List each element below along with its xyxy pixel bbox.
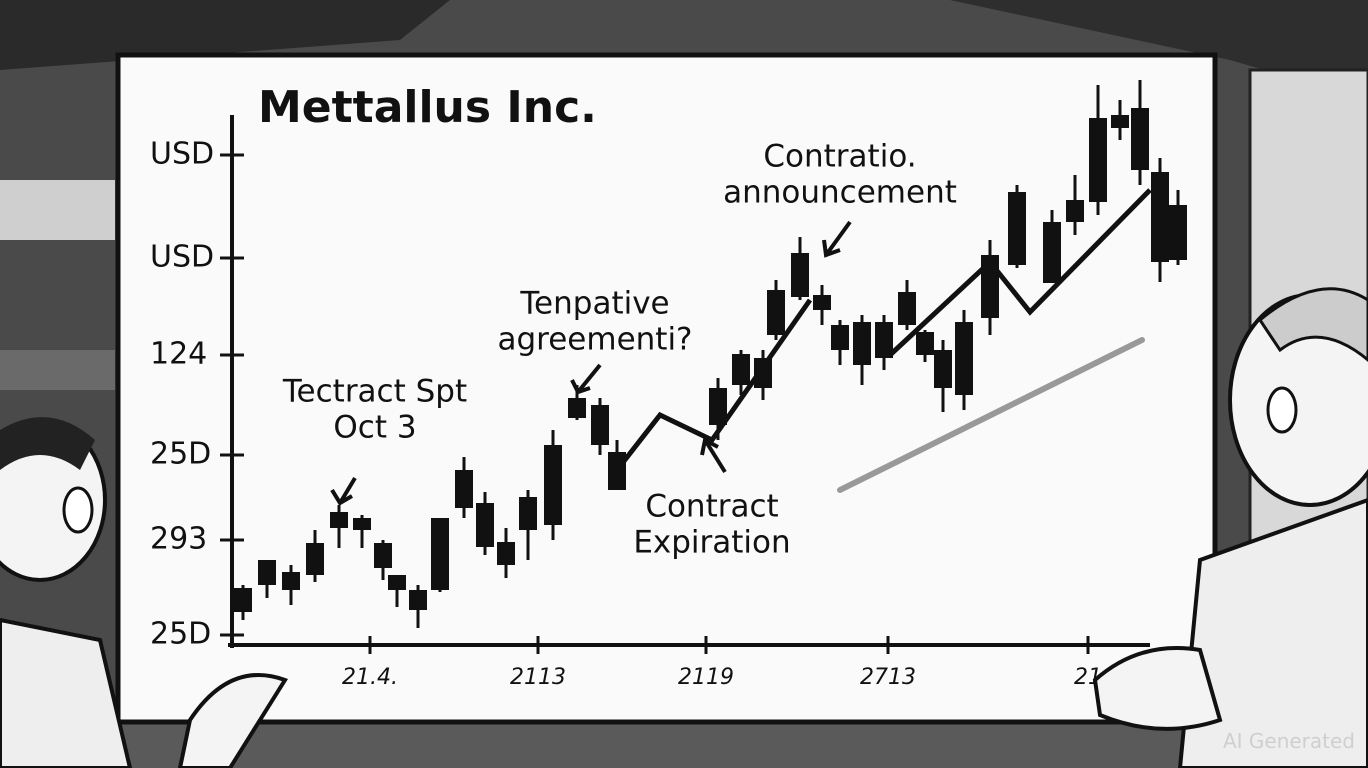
character-hair — [0, 417, 95, 470]
candle-body — [1089, 118, 1107, 202]
y-label: 293 — [150, 522, 207, 557]
x-label: 2713 — [860, 665, 916, 690]
watermark: AI Generated — [1223, 729, 1355, 753]
trend-line — [888, 188, 1152, 357]
candle-body — [767, 290, 785, 335]
candle-body — [234, 588, 252, 612]
y-label: 25D — [150, 437, 211, 472]
y-label: USD — [150, 240, 214, 275]
candle-body — [831, 325, 849, 350]
eye — [1266, 386, 1298, 434]
y-label: 124 — [150, 337, 207, 372]
candle-body — [568, 398, 586, 418]
candle-body — [1169, 205, 1187, 260]
candle-body — [853, 322, 871, 365]
candle-body — [813, 295, 831, 310]
candle-body — [409, 590, 427, 610]
annotation: Contract — [645, 489, 778, 525]
candle-body — [898, 292, 916, 325]
character-hair — [1258, 287, 1368, 362]
annotation: Oct 3 — [333, 410, 416, 446]
annotation: announcement — [723, 175, 957, 211]
candle-body — [916, 332, 934, 355]
candle-body — [476, 503, 494, 547]
candle-body — [1043, 222, 1061, 283]
candle-body — [497, 542, 515, 565]
x-label: 2119 — [678, 665, 734, 690]
candle-body — [955, 322, 973, 395]
trend-line — [837, 337, 1145, 493]
x-label: 21.4. — [342, 665, 398, 690]
candle-body — [306, 543, 324, 575]
candle-body — [330, 512, 348, 528]
candle-body — [258, 560, 276, 585]
candle-body — [754, 358, 772, 388]
y-label: 25D — [150, 617, 211, 652]
hand — [1092, 646, 1223, 731]
trend-line — [615, 298, 813, 472]
eye — [62, 486, 94, 534]
arrows — [330, 220, 852, 506]
annotation: Tectract Spt — [282, 374, 467, 410]
candle-body — [709, 388, 727, 425]
annotation: Contratio. — [763, 139, 916, 175]
candle-body — [455, 470, 473, 508]
y-label: USD — [150, 137, 214, 172]
candle-body — [1131, 108, 1149, 170]
candle-body — [1151, 172, 1169, 262]
ceiling — [0, 0, 450, 70]
annotation: Tenpative — [519, 286, 669, 322]
annotation: Expiration — [633, 525, 790, 561]
candle-body — [1066, 200, 1084, 222]
candle-body — [282, 572, 300, 590]
candle-body — [353, 518, 371, 530]
candle-body — [875, 322, 893, 358]
candle-body — [791, 253, 809, 297]
character-body — [0, 617, 133, 768]
candle-body — [934, 350, 952, 388]
ceiling — [950, 0, 1368, 100]
hand — [177, 673, 289, 768]
candle-body — [1008, 192, 1026, 265]
candle-body — [388, 575, 406, 590]
annotation: agreementi? — [497, 322, 692, 358]
candle-body — [591, 405, 609, 445]
candle-body — [1111, 115, 1129, 128]
candle-body — [732, 354, 750, 385]
board — [115, 52, 1218, 725]
title: Mettallus Inc. — [258, 82, 597, 133]
candle-body — [374, 543, 392, 568]
candle-body — [608, 452, 626, 490]
candle-body — [544, 445, 562, 525]
wall-panel — [0, 180, 115, 240]
x-label: 2113 — [510, 665, 566, 690]
candle-body — [431, 518, 449, 590]
candle-body — [519, 497, 537, 530]
wall-panel — [0, 350, 115, 390]
